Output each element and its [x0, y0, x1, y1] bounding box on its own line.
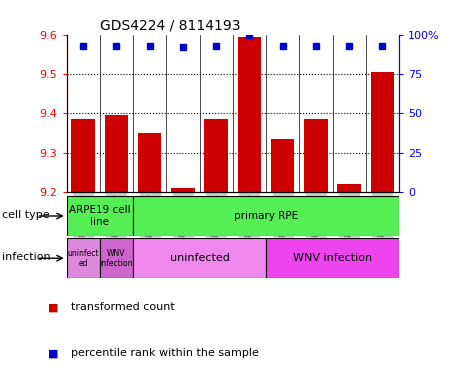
Text: ■: ■: [48, 302, 58, 312]
Bar: [238, 36, 261, 192]
Bar: [204, 119, 228, 192]
Bar: [304, 119, 328, 192]
Text: cell type: cell type: [2, 210, 50, 220]
Text: WNV
infection: WNV infection: [100, 248, 133, 268]
Text: uninfect
ed: uninfect ed: [67, 248, 99, 268]
Text: infection: infection: [2, 252, 51, 262]
Text: uninfected: uninfected: [170, 253, 229, 263]
Text: ■: ■: [48, 348, 58, 358]
Text: GDS4224 / 8114193: GDS4224 / 8114193: [100, 18, 240, 32]
Bar: [133, 196, 399, 236]
Text: WNV infection: WNV infection: [293, 253, 372, 263]
Bar: [133, 238, 266, 278]
Text: transformed count: transformed count: [71, 302, 175, 312]
Bar: [337, 184, 361, 192]
Bar: [66, 238, 100, 278]
Bar: [266, 238, 399, 278]
Bar: [171, 188, 195, 192]
Bar: [104, 115, 128, 192]
Bar: [138, 133, 162, 192]
Text: primary RPE: primary RPE: [234, 211, 298, 221]
Bar: [71, 119, 95, 192]
Bar: [271, 139, 294, 192]
Text: ARPE19 cell
line: ARPE19 cell line: [69, 205, 131, 227]
Bar: [370, 72, 394, 192]
Bar: [100, 238, 133, 278]
Bar: [66, 196, 133, 236]
Text: percentile rank within the sample: percentile rank within the sample: [71, 348, 259, 358]
